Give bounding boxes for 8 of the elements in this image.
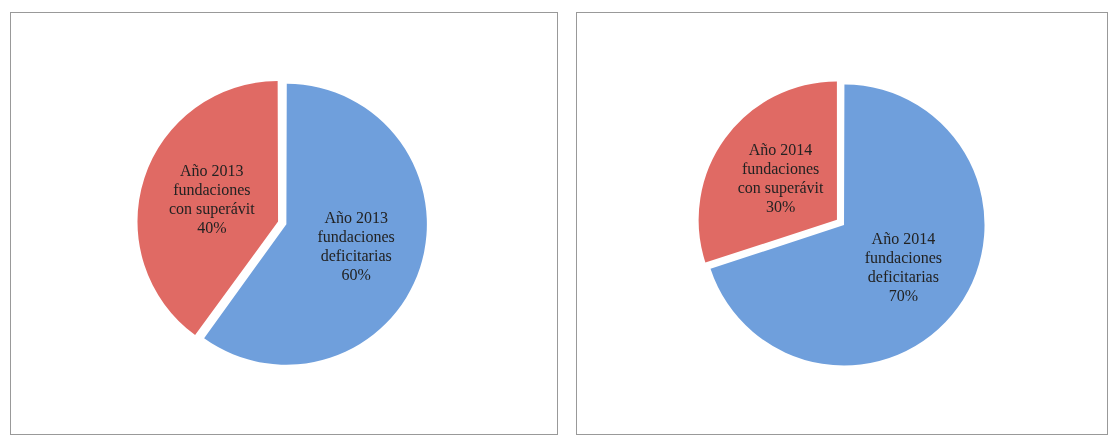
data-label: 40% bbox=[197, 218, 227, 236]
slice-label: Año 2013 fundaciones deficitarias bbox=[317, 208, 395, 264]
slice-label: Año 2014 fundaciones deficitarias bbox=[864, 229, 943, 285]
slice-label: Año 2014 fundaciones con superávit bbox=[737, 140, 825, 197]
data-label: 60% bbox=[341, 265, 371, 283]
data-label: 30% bbox=[765, 197, 796, 215]
slice-label: Año 2013 fundaciones con superávit bbox=[168, 161, 256, 218]
data-label: 70% bbox=[888, 286, 919, 304]
